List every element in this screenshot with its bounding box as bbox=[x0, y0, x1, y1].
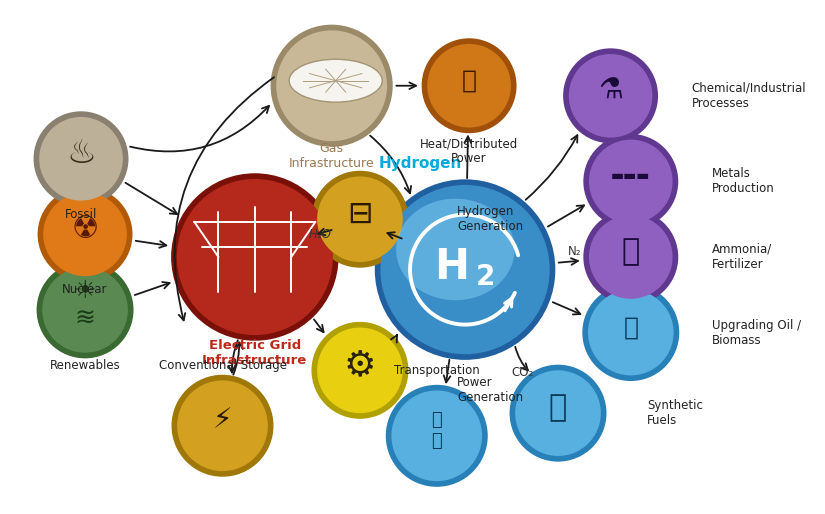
Text: 🌱: 🌱 bbox=[622, 237, 640, 266]
Ellipse shape bbox=[177, 380, 268, 471]
Ellipse shape bbox=[312, 322, 408, 419]
Text: ⛴
🚛: ⛴ 🚛 bbox=[431, 411, 442, 450]
Text: Upgrading Oil /
Biomass: Upgrading Oil / Biomass bbox=[712, 319, 801, 346]
Ellipse shape bbox=[510, 364, 606, 462]
Ellipse shape bbox=[386, 385, 488, 487]
Text: Power
Generation: Power Generation bbox=[457, 376, 523, 405]
Text: Metals
Production: Metals Production bbox=[712, 168, 775, 195]
Text: Fossil: Fossil bbox=[65, 208, 97, 221]
Ellipse shape bbox=[34, 112, 129, 206]
Text: Renewables: Renewables bbox=[50, 359, 120, 372]
Text: ♨: ♨ bbox=[66, 137, 96, 170]
Ellipse shape bbox=[40, 117, 123, 200]
Text: Hydrogen
Generation: Hydrogen Generation bbox=[457, 205, 523, 233]
Ellipse shape bbox=[589, 215, 672, 299]
Text: Gas
Infrastructure: Gas Infrastructure bbox=[289, 142, 375, 170]
Ellipse shape bbox=[380, 185, 549, 354]
Text: Chemical/Industrial
Processes: Chemical/Industrial Processes bbox=[691, 82, 806, 110]
Ellipse shape bbox=[422, 38, 516, 133]
Text: H: H bbox=[434, 246, 469, 288]
Text: ⊟: ⊟ bbox=[347, 199, 373, 229]
Ellipse shape bbox=[290, 59, 382, 102]
Text: CO₂: CO₂ bbox=[512, 366, 534, 379]
Text: N₂: N₂ bbox=[568, 246, 581, 259]
Ellipse shape bbox=[276, 30, 387, 141]
Text: Hydrogen: Hydrogen bbox=[379, 156, 462, 171]
Ellipse shape bbox=[317, 176, 403, 262]
Ellipse shape bbox=[516, 370, 601, 456]
Ellipse shape bbox=[568, 54, 653, 138]
Ellipse shape bbox=[317, 327, 403, 413]
Text: 2: 2 bbox=[475, 263, 495, 291]
Ellipse shape bbox=[583, 210, 678, 304]
Ellipse shape bbox=[589, 140, 672, 223]
Ellipse shape bbox=[427, 44, 511, 127]
Ellipse shape bbox=[312, 171, 408, 268]
Text: 🌿: 🌿 bbox=[624, 316, 639, 340]
Ellipse shape bbox=[171, 173, 338, 341]
Ellipse shape bbox=[271, 25, 393, 147]
Text: Ammonia/
Fertilizer: Ammonia/ Fertilizer bbox=[712, 243, 772, 271]
Ellipse shape bbox=[43, 193, 127, 276]
Text: Conventional Storage: Conventional Storage bbox=[158, 359, 286, 372]
Ellipse shape bbox=[42, 267, 128, 353]
Ellipse shape bbox=[391, 391, 482, 481]
Text: ⚗: ⚗ bbox=[598, 77, 623, 105]
Ellipse shape bbox=[563, 48, 658, 143]
Ellipse shape bbox=[588, 290, 673, 375]
Ellipse shape bbox=[38, 187, 133, 282]
Text: 🔥: 🔥 bbox=[462, 69, 477, 93]
Ellipse shape bbox=[396, 199, 515, 300]
Text: ▬▬▬: ▬▬▬ bbox=[611, 170, 650, 183]
Ellipse shape bbox=[582, 284, 679, 381]
Ellipse shape bbox=[375, 179, 555, 360]
Text: H₂O: H₂O bbox=[309, 228, 332, 241]
Ellipse shape bbox=[36, 262, 134, 358]
Text: ☢: ☢ bbox=[72, 215, 99, 244]
Ellipse shape bbox=[583, 134, 678, 229]
Text: ⛽: ⛽ bbox=[549, 394, 567, 423]
Text: Transportation: Transportation bbox=[394, 364, 479, 377]
Text: Nuclear: Nuclear bbox=[63, 283, 108, 296]
Text: Electric Grid
Infrastructure: Electric Grid Infrastructure bbox=[202, 339, 308, 366]
Text: Synthetic
Fuels: Synthetic Fuels bbox=[647, 399, 703, 427]
Text: ⚡: ⚡ bbox=[213, 407, 233, 435]
Text: ⚙: ⚙ bbox=[344, 348, 376, 382]
Text: Heat/Distributed
Power: Heat/Distributed Power bbox=[420, 137, 518, 165]
Ellipse shape bbox=[172, 375, 274, 477]
Ellipse shape bbox=[177, 179, 333, 335]
Text: ☀
≋: ☀ ≋ bbox=[74, 279, 97, 331]
